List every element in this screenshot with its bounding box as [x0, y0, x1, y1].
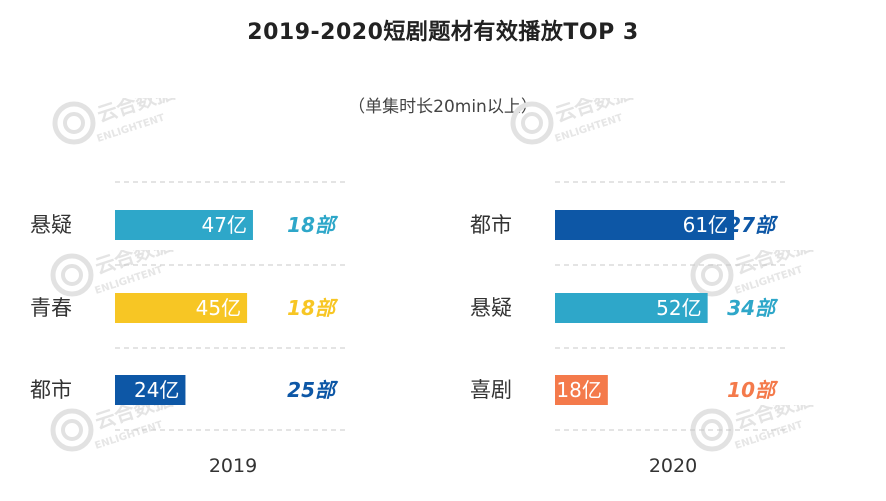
- category-label: 悬疑: [30, 213, 72, 237]
- count-label: 10部: [727, 378, 779, 402]
- category-label: 都市: [470, 213, 512, 237]
- bar: [115, 293, 248, 323]
- bar: [555, 210, 735, 240]
- bar: [115, 210, 253, 240]
- watermark-icon: [690, 253, 734, 297]
- year-label: 2019: [209, 455, 257, 477]
- watermark-icon: [50, 408, 94, 452]
- bar: [555, 293, 708, 323]
- count-label: 18部: [287, 296, 339, 320]
- category-label: 悬疑: [470, 296, 512, 320]
- category-label: 都市: [30, 378, 72, 402]
- category-label: 喜剧: [470, 378, 512, 402]
- watermark-logo: 云合数据 ENLIGHTENT: [510, 79, 670, 148]
- watermark-icon: [50, 253, 94, 297]
- bar-value-label: 18亿: [556, 378, 601, 402]
- chart-subtitle: （单集时长20min以上）: [348, 97, 538, 117]
- bar-value-label: 61亿: [683, 213, 728, 237]
- bar-value-label: 45亿: [196, 296, 241, 320]
- bar: [555, 375, 608, 405]
- year-label: 2020: [649, 455, 697, 477]
- watermark-icon: [52, 101, 96, 145]
- count-label: 18部: [287, 213, 339, 237]
- bar-value-label: 47亿: [202, 213, 247, 237]
- count-label: 34部: [727, 296, 779, 320]
- category-label: 青春: [30, 296, 72, 320]
- count-label: 25部: [287, 378, 339, 402]
- chart-panel-2020: 都市 61亿 27部悬疑 52亿 34部喜剧 18亿 10部 2020: [470, 180, 820, 480]
- chart-panel-2019: 悬疑 47亿 18部 青春 45亿 18部 都市 24亿 25部 2019: [30, 180, 380, 480]
- count-label: 27部: [727, 213, 779, 237]
- bar-value-label: 52亿: [656, 296, 701, 320]
- bar-value-label: 24亿: [134, 378, 179, 402]
- bar: [115, 375, 186, 405]
- chart-title: 2019-2020短剧题材有效播放TOP 3: [247, 20, 639, 45]
- watermark-icon: [510, 101, 554, 145]
- watermark-logo: 云合数据 ENLIGHTENT: [52, 79, 212, 148]
